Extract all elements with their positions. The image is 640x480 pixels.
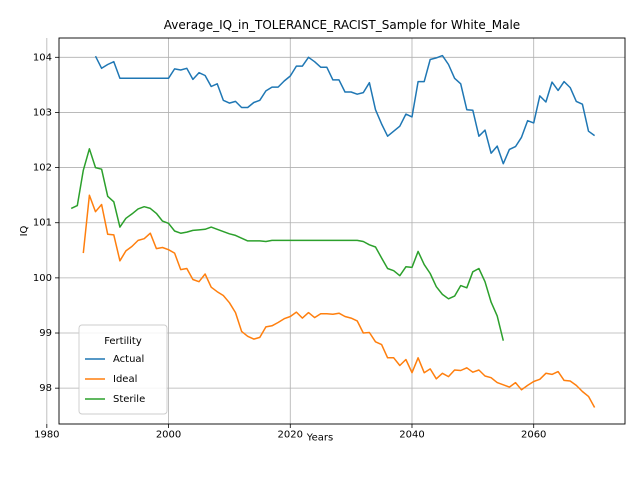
chart-title: Average_IQ_in_TOLERANCE_RACIST_Sample fo… bbox=[164, 18, 520, 32]
y-tick-label: 100 bbox=[33, 273, 52, 284]
series-line-actual bbox=[94, 54, 596, 165]
legend: Fertility Actual Ideal Sterile bbox=[78, 324, 168, 415]
x-tick-label: 2060 bbox=[521, 429, 546, 440]
legend-label-sterile: Sterile bbox=[113, 394, 145, 405]
y-tick-label: 102 bbox=[33, 163, 52, 174]
series-line-sterile bbox=[70, 148, 505, 341]
legend-title: Fertility bbox=[104, 336, 142, 347]
x-axis-label: Years bbox=[306, 432, 333, 443]
series-line-ideal bbox=[82, 194, 596, 408]
x-tick-label: 1980 bbox=[34, 429, 59, 440]
x-axis-ticks: 1980 2000 2020 2040 2060 bbox=[34, 424, 546, 440]
x-tick-label: 2000 bbox=[156, 429, 181, 440]
y-axis-label: IQ bbox=[19, 225, 30, 236]
y-tick-label: 101 bbox=[33, 218, 52, 229]
grid bbox=[46, 38, 625, 424]
x-tick-label: 2040 bbox=[399, 429, 424, 440]
series-lines bbox=[70, 54, 596, 408]
y-axis-ticks: 98 99 100 101 102 103 104 bbox=[33, 52, 59, 394]
legend-label-ideal: Ideal bbox=[113, 374, 137, 385]
y-tick-label: 99 bbox=[39, 328, 52, 339]
legend-label-actual: Actual bbox=[113, 354, 144, 365]
x-tick-label: 2020 bbox=[278, 429, 303, 440]
y-tick-label: 98 bbox=[39, 383, 52, 394]
y-tick-label: 103 bbox=[33, 107, 52, 118]
y-tick-label: 104 bbox=[33, 52, 52, 63]
plot-frame bbox=[58, 37, 626, 425]
legend-box bbox=[78, 324, 168, 415]
